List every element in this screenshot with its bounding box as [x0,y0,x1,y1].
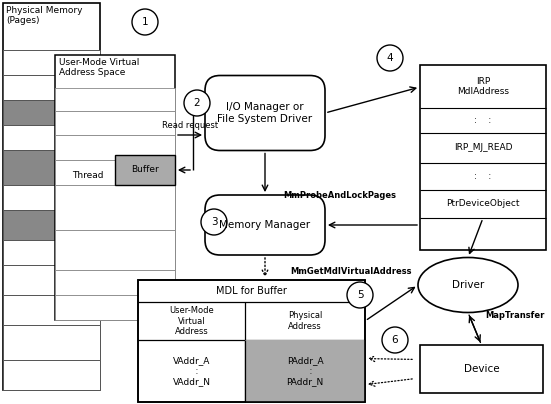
Circle shape [132,9,158,35]
FancyBboxPatch shape [205,195,325,255]
Text: User-Mode
Virtual
Address: User-Mode Virtual Address [169,306,214,336]
Text: Buffer: Buffer [131,166,159,175]
Text: VAddr_A
    :
VAddr_N: VAddr_A : VAddr_N [172,356,210,386]
Text: Physical Memory
(Pages): Physical Memory (Pages) [6,6,83,25]
Text: 4: 4 [387,53,393,63]
Bar [3,240,100,265]
Text: Thread: Thread [72,170,104,179]
Bar [3,150,100,185]
Text: Read request: Read request [162,121,218,130]
Text: 6: 6 [392,335,398,345]
Circle shape [201,209,227,235]
Text: 1: 1 [142,17,148,27]
Bar [420,345,543,393]
Text: 5: 5 [356,290,363,300]
Circle shape [184,90,210,116]
Bar [55,185,175,230]
Bar [55,55,175,320]
Bar [115,155,175,185]
Text: 2: 2 [194,98,201,108]
Bar [138,280,365,402]
Text: User-Mode Virtual
Address Space: User-Mode Virtual Address Space [59,58,139,78]
Bar [138,280,365,402]
Circle shape [347,282,373,308]
Bar [55,111,175,135]
Bar [3,360,100,390]
Bar [3,125,100,150]
Text: Driver: Driver [452,280,484,290]
Bar [420,65,546,250]
Text: :    :: : : [474,116,491,125]
Text: I/O Manager or
File System Driver: I/O Manager or File System Driver [218,102,312,124]
Text: Device: Device [464,364,499,374]
Text: IRP_MJ_READ: IRP_MJ_READ [454,143,512,152]
Bar [55,88,175,111]
Bar [3,75,100,100]
Text: :    :: : : [474,172,491,181]
Circle shape [377,45,403,71]
Text: PtrDeviceObject: PtrDeviceObject [446,200,520,208]
Bar [3,265,100,295]
Text: PAddr_A
    :
PAddr_N: PAddr_A : PAddr_N [287,356,323,386]
Bar [55,230,175,270]
Text: MmProbeAndLockPages: MmProbeAndLockPages [283,191,396,200]
Bar [3,325,100,360]
Text: MDL for Buffer: MDL for Buffer [216,286,287,296]
Bar [55,270,175,295]
Text: Memory Manager: Memory Manager [219,220,311,230]
Text: MmGetMdlVirtualAddress: MmGetMdlVirtualAddress [290,267,412,276]
Text: 3: 3 [210,217,217,227]
Bar [3,210,100,240]
Bar [3,50,100,75]
Bar [245,340,365,402]
Circle shape [382,327,408,353]
Text: IRP
MdlAddress: IRP MdlAddress [457,77,509,96]
Bar [55,135,175,160]
Bar [3,295,100,325]
Text: Physical
Address: Physical Address [288,311,322,331]
Bar [55,295,175,320]
Bar [3,185,100,210]
Bar [55,160,175,185]
Ellipse shape [418,257,518,313]
FancyBboxPatch shape [205,76,325,151]
Bar [3,100,100,125]
Bar [3,3,100,390]
Text: MapTransfer: MapTransfer [485,311,545,320]
